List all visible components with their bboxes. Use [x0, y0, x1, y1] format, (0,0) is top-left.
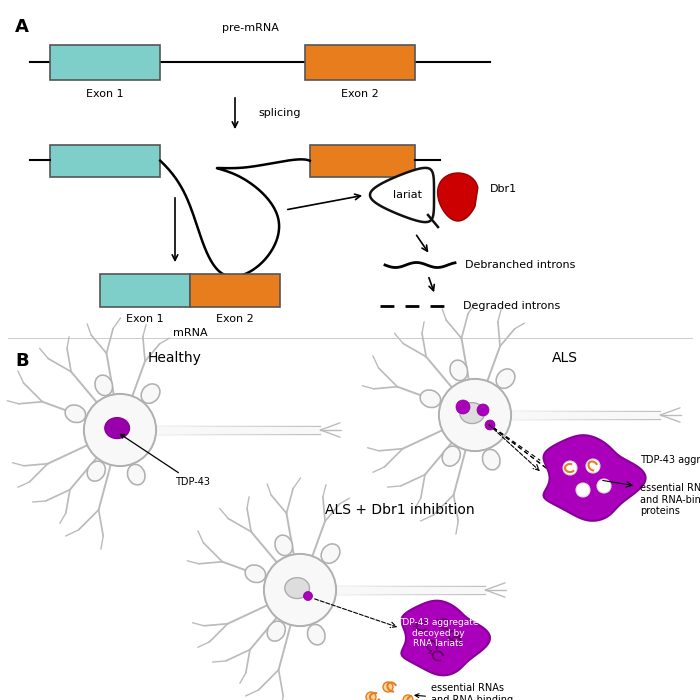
Polygon shape — [401, 601, 490, 676]
Text: Degraded introns: Degraded introns — [463, 301, 560, 311]
Ellipse shape — [383, 682, 393, 692]
Ellipse shape — [563, 461, 577, 475]
Ellipse shape — [420, 390, 440, 407]
Ellipse shape — [95, 375, 113, 396]
Text: Exon 2: Exon 2 — [341, 89, 379, 99]
Polygon shape — [438, 173, 478, 221]
Text: essential RNAs
and RNA-binding
proteins: essential RNAs and RNA-binding proteins — [415, 683, 513, 700]
FancyBboxPatch shape — [50, 45, 160, 80]
Text: Dbr1: Dbr1 — [490, 184, 517, 194]
Text: ALS + Dbr1 inhibition: ALS + Dbr1 inhibition — [326, 503, 475, 517]
Ellipse shape — [597, 479, 611, 493]
Ellipse shape — [450, 360, 468, 381]
Text: TDP-43 aggregate: TDP-43 aggregate — [640, 455, 700, 465]
Ellipse shape — [496, 369, 515, 389]
Text: Exon 1: Exon 1 — [126, 314, 164, 324]
Ellipse shape — [307, 624, 325, 645]
Ellipse shape — [275, 535, 293, 556]
Ellipse shape — [84, 394, 156, 466]
Text: Healthy: Healthy — [148, 351, 202, 365]
Ellipse shape — [267, 621, 286, 641]
Text: Exon 2: Exon 2 — [216, 314, 254, 324]
Ellipse shape — [485, 420, 495, 430]
Ellipse shape — [403, 695, 413, 700]
Text: TDP-43: TDP-43 — [120, 434, 210, 487]
Ellipse shape — [366, 692, 376, 700]
Ellipse shape — [285, 578, 309, 598]
Ellipse shape — [65, 405, 85, 423]
Text: A: A — [15, 18, 29, 36]
Text: lariat: lariat — [393, 190, 423, 200]
Polygon shape — [370, 168, 434, 222]
Ellipse shape — [304, 592, 312, 601]
Ellipse shape — [439, 379, 511, 451]
Ellipse shape — [264, 554, 336, 626]
Text: mRNA: mRNA — [173, 328, 207, 338]
Ellipse shape — [127, 464, 145, 485]
FancyBboxPatch shape — [100, 274, 190, 307]
Text: splicing: splicing — [258, 108, 300, 118]
Text: ALS: ALS — [552, 351, 578, 365]
Text: TDP-43 aggregate
decoyed by
RNA lariats: TDP-43 aggregate decoyed by RNA lariats — [398, 618, 479, 648]
Ellipse shape — [88, 461, 105, 481]
Text: B: B — [15, 352, 29, 370]
Polygon shape — [543, 435, 645, 521]
Ellipse shape — [477, 404, 489, 416]
Ellipse shape — [586, 459, 600, 473]
Ellipse shape — [321, 544, 340, 564]
Ellipse shape — [460, 402, 484, 423]
Text: Debranched introns: Debranched introns — [465, 260, 575, 270]
Ellipse shape — [105, 418, 130, 438]
Text: Exon 1: Exon 1 — [86, 89, 124, 99]
Text: pre-mRNA: pre-mRNA — [222, 23, 279, 33]
FancyBboxPatch shape — [305, 45, 415, 80]
FancyBboxPatch shape — [310, 145, 415, 177]
Ellipse shape — [482, 449, 500, 470]
Ellipse shape — [245, 565, 265, 582]
Text: essential RNAs
and RNA-binding
proteins: essential RNAs and RNA-binding proteins — [640, 483, 700, 516]
Ellipse shape — [141, 384, 160, 403]
Ellipse shape — [576, 483, 590, 497]
FancyBboxPatch shape — [190, 274, 280, 307]
Ellipse shape — [442, 446, 461, 466]
FancyBboxPatch shape — [50, 145, 160, 177]
Ellipse shape — [456, 400, 470, 414]
